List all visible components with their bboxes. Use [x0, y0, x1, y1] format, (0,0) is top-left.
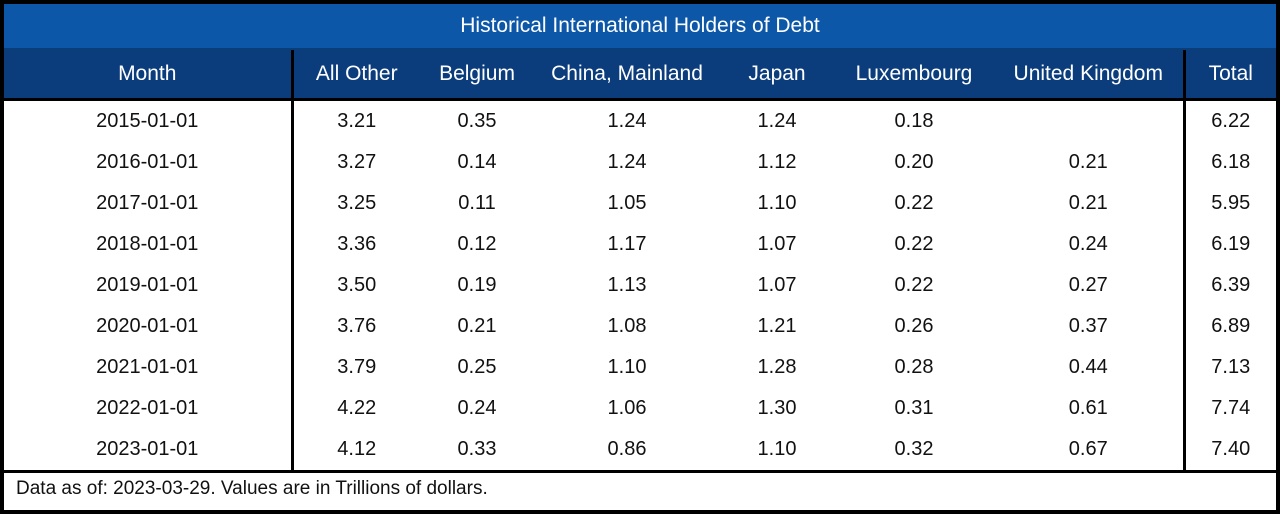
cell-japan: 1.30 [757, 397, 797, 419]
table-body: 2015-01-01 3.21 0.35 1.24 1.24 0.18 6.22 2016-0… [4, 99, 1276, 473]
cell-united-kingdom: 0.37 [1068, 315, 1108, 337]
holders-table: Month All Other Belgium China, Mainland Japa… [4, 50, 1276, 473]
cell-china-mainland: 1.05 [607, 192, 647, 214]
table-row: 2022-01-01 4.22 0.24 1.06 1.30 0.31 0.61 7.74 [4, 388, 1276, 429]
cell-month: 2022-01-01 [4, 388, 294, 429]
cell-united-kingdom: 0.21 [1068, 192, 1108, 214]
table-row: 2017-01-01 3.25 0.11 1.05 1.10 0.22 0.21 5.95 [4, 183, 1276, 224]
table-row: 2018-01-01 3.36 0.12 1.17 1.07 0.22 0.24 6.19 [4, 224, 1276, 265]
cell-united-kingdom: 0.67 [994, 429, 1184, 473]
table-row: 2015-01-01 3.21 0.35 1.24 1.24 0.18 6.22 [4, 99, 1276, 143]
cell-belgium: 0.25 [457, 356, 497, 378]
cell-japan: 1.12 [757, 151, 797, 173]
column-header-luxembourg: Luxembourg [834, 50, 994, 101]
cell-china-mainland: 1.24 [607, 151, 647, 173]
cell-china-mainland: 1.06 [607, 397, 647, 419]
table-row: 2021-01-01 3.79 0.25 1.10 1.28 0.28 0.44 7.13 [4, 347, 1276, 388]
cell-all-other: 4.12 [292, 429, 420, 473]
column-header-japan: Japan [720, 50, 834, 101]
cell-all-other: 3.27 [337, 151, 377, 173]
cell-total: 7.13 [1182, 347, 1276, 388]
column-header-belgium: Belgium [420, 50, 534, 101]
table-row: 2016-01-01 3.27 0.14 1.24 1.12 0.20 0.21 6.18 [4, 142, 1276, 183]
column-header-china-mainland: China, Mainland [534, 50, 720, 101]
cell-china-mainland: 0.86 [534, 429, 720, 473]
cell-japan: 1.28 [757, 356, 797, 378]
cell-month: 2016-01-01 [4, 142, 294, 183]
cell-japan: 1.07 [757, 233, 797, 255]
cell-belgium: 0.12 [457, 233, 497, 255]
cell-belgium: 0.24 [457, 397, 497, 419]
cell-all-other: 3.76 [337, 315, 377, 337]
cell-month: 2015-01-01 [4, 99, 294, 142]
cell-japan: 1.21 [757, 315, 797, 337]
cell-luxembourg: 0.22 [894, 233, 934, 255]
column-header-month: Month [4, 50, 294, 101]
cell-total: 6.18 [1182, 142, 1276, 183]
cell-luxembourg: 0.22 [894, 274, 934, 296]
cell-month: 2019-01-01 [4, 265, 294, 306]
cell-total: 6.19 [1182, 224, 1276, 265]
cell-belgium: 0.11 [458, 192, 496, 214]
table-container: Month All Other Belgium China, Mainland Japa… [4, 50, 1276, 473]
cell-china-mainland: 1.10 [607, 356, 647, 378]
cell-japan: 1.07 [757, 274, 797, 296]
cell-total: 6.39 [1182, 265, 1276, 306]
cell-all-other: 3.50 [337, 274, 377, 296]
cell-belgium: 0.33 [420, 429, 534, 473]
cell-belgium: 0.21 [457, 315, 497, 337]
cell-china-mainland: 1.08 [607, 315, 647, 337]
cell-japan: 1.10 [757, 192, 797, 214]
cell-total: 6.22 [1182, 99, 1276, 142]
cell-month: 2023-01-01 [4, 429, 294, 473]
cell-month: 2020-01-01 [4, 306, 294, 347]
cell-month: 2018-01-01 [4, 224, 294, 265]
cell-japan: 1.24 [757, 110, 797, 132]
table-row: 2020-01-01 3.76 0.21 1.08 1.21 0.26 0.37 6.89 [4, 306, 1276, 347]
cell-total: 5.95 [1182, 183, 1276, 224]
cell-all-other: 3.25 [337, 192, 377, 214]
header-row: Month All Other Belgium China, Mainland Japa… [4, 50, 1276, 101]
cell-china-mainland: 1.24 [607, 110, 647, 132]
cell-luxembourg: 0.20 [894, 151, 934, 173]
column-header-total: Total [1182, 50, 1276, 101]
cell-united-kingdom: 0.21 [1068, 151, 1108, 173]
column-header-all-other: All Other [292, 50, 420, 101]
cell-luxembourg: 0.28 [894, 356, 934, 378]
footnote: Data as of: 2023-03-29. Values are in Tr… [16, 478, 488, 499]
cell-all-other: 3.36 [337, 233, 377, 255]
cell-total: 6.89 [1182, 306, 1276, 347]
table-row: 2023-01-01 4.12 0.33 0.86 1.10 0.32 0.67 7.40 [4, 429, 1276, 473]
table-title: Historical International Holders of Debt [4, 4, 1276, 50]
cell-month: 2021-01-01 [4, 347, 294, 388]
cell-month: 2017-01-01 [4, 183, 294, 224]
cell-luxembourg: 0.22 [894, 192, 934, 214]
cell-luxembourg: 0.18 [894, 110, 934, 132]
cell-japan: 1.10 [720, 429, 834, 473]
cell-all-other: 3.21 [337, 110, 377, 132]
table-row: 2019-01-01 3.50 0.19 1.13 1.07 0.22 0.27 6.39 [4, 265, 1276, 306]
cell-china-mainland: 1.17 [607, 233, 647, 255]
cell-united-kingdom: 0.24 [1068, 233, 1108, 255]
cell-total: 7.40 [1182, 429, 1276, 473]
column-header-united-kingdom: United Kingdom [994, 50, 1184, 101]
cell-united-kingdom: 0.61 [1068, 397, 1108, 419]
cell-belgium: 0.14 [457, 151, 497, 173]
cell-all-other: 4.22 [337, 397, 377, 419]
cell-united-kingdom: 0.27 [1068, 274, 1108, 296]
cell-united-kingdom: 0.44 [1068, 356, 1108, 378]
cell-belgium: 0.19 [457, 274, 497, 296]
cell-united-kingdom [994, 100, 1184, 143]
cell-all-other: 3.79 [337, 356, 377, 378]
cell-belgium: 0.35 [457, 110, 497, 132]
cell-china-mainland: 1.13 [607, 274, 647, 296]
cell-luxembourg: 0.32 [834, 429, 994, 473]
cell-total: 7.74 [1182, 388, 1276, 429]
cell-luxembourg: 0.31 [894, 397, 934, 419]
cell-luxembourg: 0.26 [894, 315, 934, 337]
